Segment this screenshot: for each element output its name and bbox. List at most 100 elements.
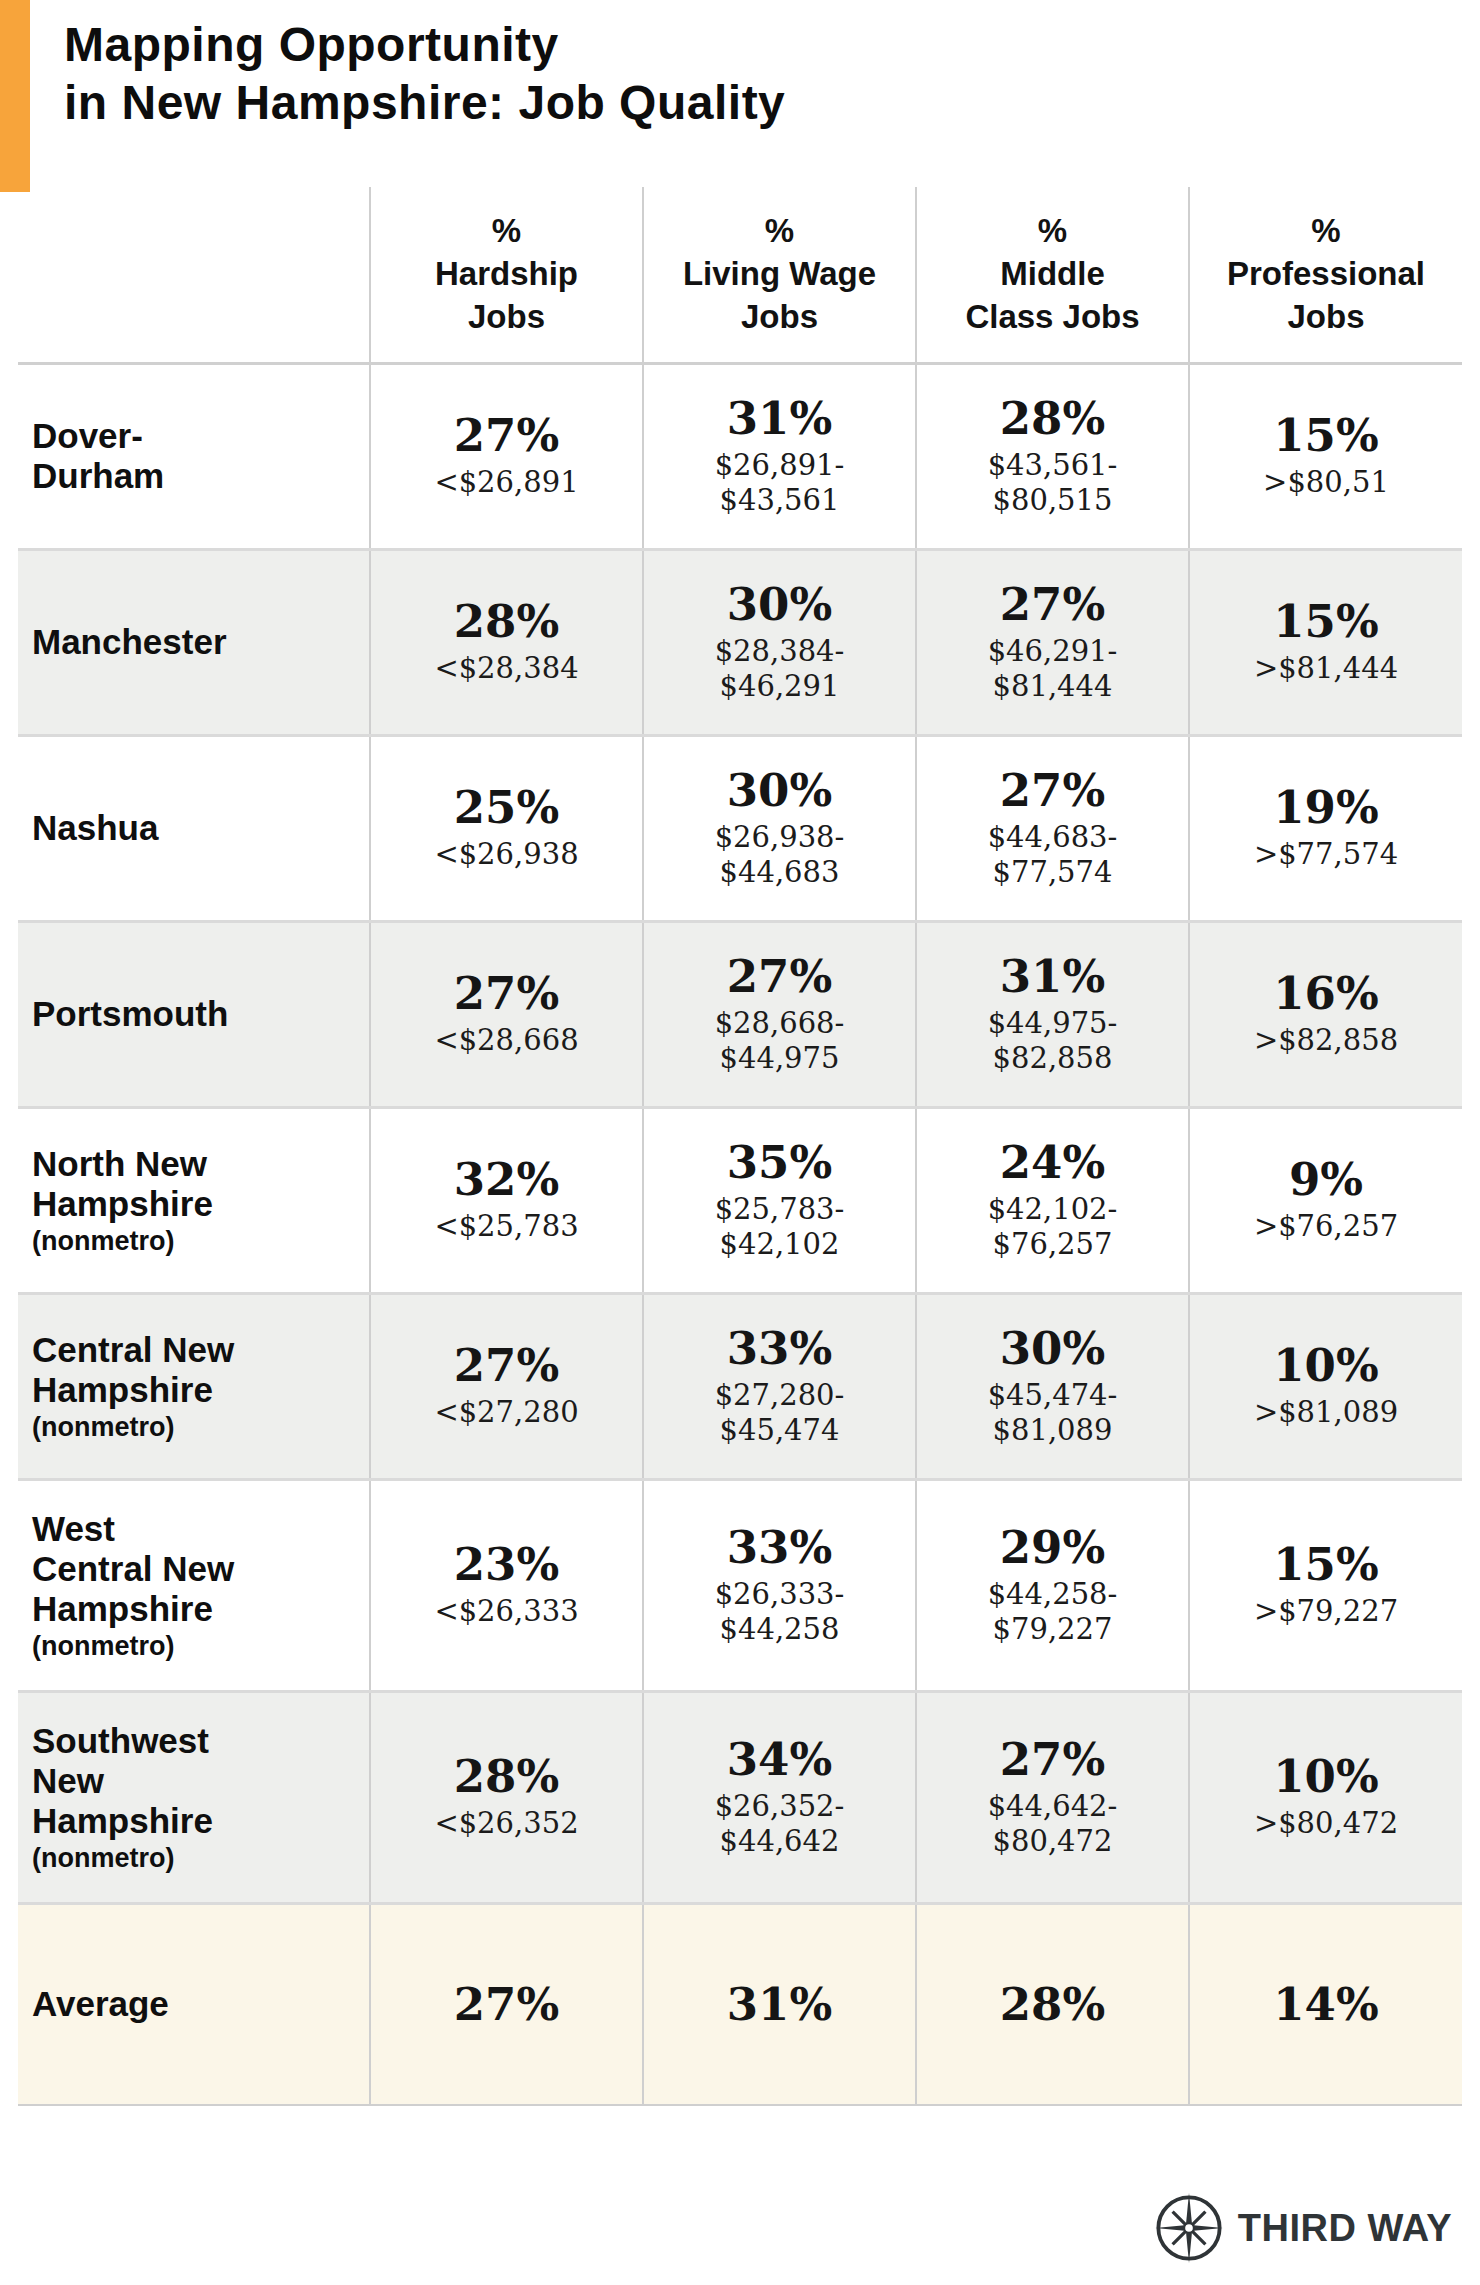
- data-cell: 10% >$80,472: [1189, 1691, 1462, 1903]
- percent-value: 28%: [371, 1753, 642, 1800]
- region-name: North New Hampshire: [32, 1144, 363, 1225]
- data-cell: 28%$43,561- $80,515: [916, 363, 1189, 549]
- thirdway-compass-icon: [1154, 2193, 1224, 2263]
- percent-value: 14%: [1190, 1981, 1462, 2028]
- job-quality-table: % Hardship Jobs % Living Wage Jobs % Mid…: [18, 187, 1462, 2106]
- table-header: % Hardship Jobs % Living Wage Jobs % Mid…: [18, 187, 1462, 363]
- percent-value: 15%: [1190, 412, 1462, 459]
- column-header-professional: % Professional Jobs: [1189, 187, 1462, 363]
- percent-value: 35%: [644, 1139, 915, 1186]
- salary-range: <$25,783: [371, 1209, 642, 1244]
- region-label: North New Hampshire(nonmetro): [18, 1107, 370, 1293]
- percent-value: 31%: [644, 1981, 915, 2028]
- data-cell: 27%<$28,668: [370, 921, 643, 1107]
- infographic-page: Mapping Opportunity in New Hampshire: Jo…: [0, 0, 1480, 2285]
- salary-range: $26,352- $44,642: [644, 1789, 915, 1859]
- table-row: Central New Hampshire(nonmetro) 27% <$27,2…: [18, 1293, 1462, 1479]
- title-accent-bar: [0, 0, 30, 192]
- salary-range: $26,891- $43,561: [644, 448, 915, 518]
- data-cell: 30%$45,474- $81,089: [916, 1293, 1189, 1479]
- salary-range: >$81,089: [1190, 1395, 1462, 1430]
- data-cell: 14%: [1189, 1903, 1462, 2105]
- data-cell: 28%<$28,384: [370, 549, 643, 735]
- data-cell: 28% <$26,352: [370, 1691, 643, 1903]
- salary-range: >$80,51: [1190, 465, 1462, 500]
- percent-value: 24%: [917, 1139, 1188, 1186]
- salary-range: >$79,227: [1190, 1594, 1462, 1629]
- percent-value: 30%: [917, 1325, 1188, 1372]
- data-cell: 28%: [916, 1903, 1189, 2105]
- data-cell: 31%: [643, 1903, 916, 2105]
- data-cell: 9%>$76,257: [1189, 1107, 1462, 1293]
- salary-range: <$27,280: [371, 1395, 642, 1430]
- percent-value: 32%: [371, 1156, 642, 1203]
- percent-value: 23%: [371, 1541, 642, 1588]
- data-cell: 27%$28,668- $44,975: [643, 921, 916, 1107]
- salary-range: >$77,574: [1190, 837, 1462, 872]
- data-cell: 24% $42,102- $76,257: [916, 1107, 1189, 1293]
- percent-value: 30%: [644, 767, 915, 814]
- table-row: North New Hampshire(nonmetro)32% <$25,783…: [18, 1107, 1462, 1293]
- table-row: Southwest New Hampshire(nonmetro)28%<$26…: [18, 1691, 1462, 1903]
- percent-value: 28%: [917, 1981, 1188, 2028]
- region-label: Average: [18, 1903, 370, 2105]
- data-cell: 31% $26,891- $43,561: [643, 363, 916, 549]
- salary-range: >$82,858: [1190, 1023, 1462, 1058]
- data-cell: 27%: [370, 1903, 643, 2105]
- salary-range: >$76,257: [1190, 1209, 1462, 1244]
- data-cell: 27% $44,642- $80,472: [916, 1691, 1189, 1903]
- region-name: Manchester: [32, 622, 363, 662]
- salary-range: <$26,938: [371, 837, 642, 872]
- summary-row: Average27%31%28%14%: [18, 1903, 1462, 2105]
- data-cell: 23%<$26,333: [370, 1479, 643, 1691]
- region-label: Dover- Durham: [18, 363, 370, 549]
- brand-wordmark: THIRD WAY: [1238, 2207, 1452, 2250]
- percent-value: 27%: [371, 1981, 642, 2028]
- salary-range: $25,783- $42,102: [644, 1192, 915, 1262]
- data-cell: 15%>$79,227: [1189, 1479, 1462, 1691]
- salary-range: $44,642- $80,472: [917, 1789, 1188, 1859]
- percent-value: 31%: [917, 953, 1188, 1000]
- data-cell: 27%<$26,891: [370, 363, 643, 549]
- percent-value: 31%: [644, 395, 915, 442]
- header-row: % Hardship Jobs % Living Wage Jobs % Mid…: [18, 187, 1462, 363]
- percent-value: 27%: [371, 1342, 642, 1389]
- data-cell: 33%$26,333- $44,258: [643, 1479, 916, 1691]
- region-subnote: (nonmetro): [32, 1413, 363, 1443]
- data-cell: 30% $28,384- $46,291: [643, 549, 916, 735]
- percent-value: 30%: [644, 581, 915, 628]
- salary-range: $28,384- $46,291: [644, 634, 915, 704]
- salary-range: $44,683- $77,574: [917, 820, 1188, 890]
- salary-range: <$26,352: [371, 1806, 642, 1841]
- brand-footer: THIRD WAY: [1154, 2193, 1452, 2263]
- data-cell: 29%$44,258- $79,227: [916, 1479, 1189, 1691]
- data-cell: 16% >$82,858: [1189, 921, 1462, 1107]
- region-label: Manchester: [18, 549, 370, 735]
- region-name: Central New Hampshire: [32, 1330, 363, 1411]
- salary-range: >$81,444: [1190, 651, 1462, 686]
- data-cell: 27%$46,291- $81,444: [916, 549, 1189, 735]
- salary-range: $26,333- $44,258: [644, 1577, 915, 1647]
- data-cell: 15% >$81,444: [1189, 549, 1462, 735]
- data-cell: 32% <$25,783: [370, 1107, 643, 1293]
- column-header-hardship: % Hardship Jobs: [370, 187, 643, 363]
- data-cell: 19%>$77,574: [1189, 735, 1462, 921]
- table-row: Dover- Durham27%<$26,89131% $26,891- $43,…: [18, 363, 1462, 549]
- region-column-header: [18, 187, 370, 363]
- region-label: Portsmouth: [18, 921, 370, 1107]
- percent-value: 29%: [917, 1524, 1188, 1571]
- table-row: Manchester28%<$28,38430% $28,384- $46,291…: [18, 549, 1462, 735]
- data-cell: 27%$44,683- $77,574: [916, 735, 1189, 921]
- table-row: Portsmouth27%<$28,66827%$28,668- $44,975…: [18, 921, 1462, 1107]
- salary-range: >$80,472: [1190, 1806, 1462, 1841]
- salary-range: <$28,668: [371, 1023, 642, 1058]
- salary-range: $26,938- $44,683: [644, 820, 915, 890]
- percent-value: 33%: [644, 1325, 915, 1372]
- percent-value: 27%: [917, 1736, 1188, 1783]
- percent-value: 10%: [1190, 1753, 1462, 1800]
- percent-value: 15%: [1190, 598, 1462, 645]
- data-cell: 31%$44,975- $82,858: [916, 921, 1189, 1107]
- salary-range: $42,102- $76,257: [917, 1192, 1188, 1262]
- percent-value: 16%: [1190, 970, 1462, 1017]
- percent-value: 27%: [917, 581, 1188, 628]
